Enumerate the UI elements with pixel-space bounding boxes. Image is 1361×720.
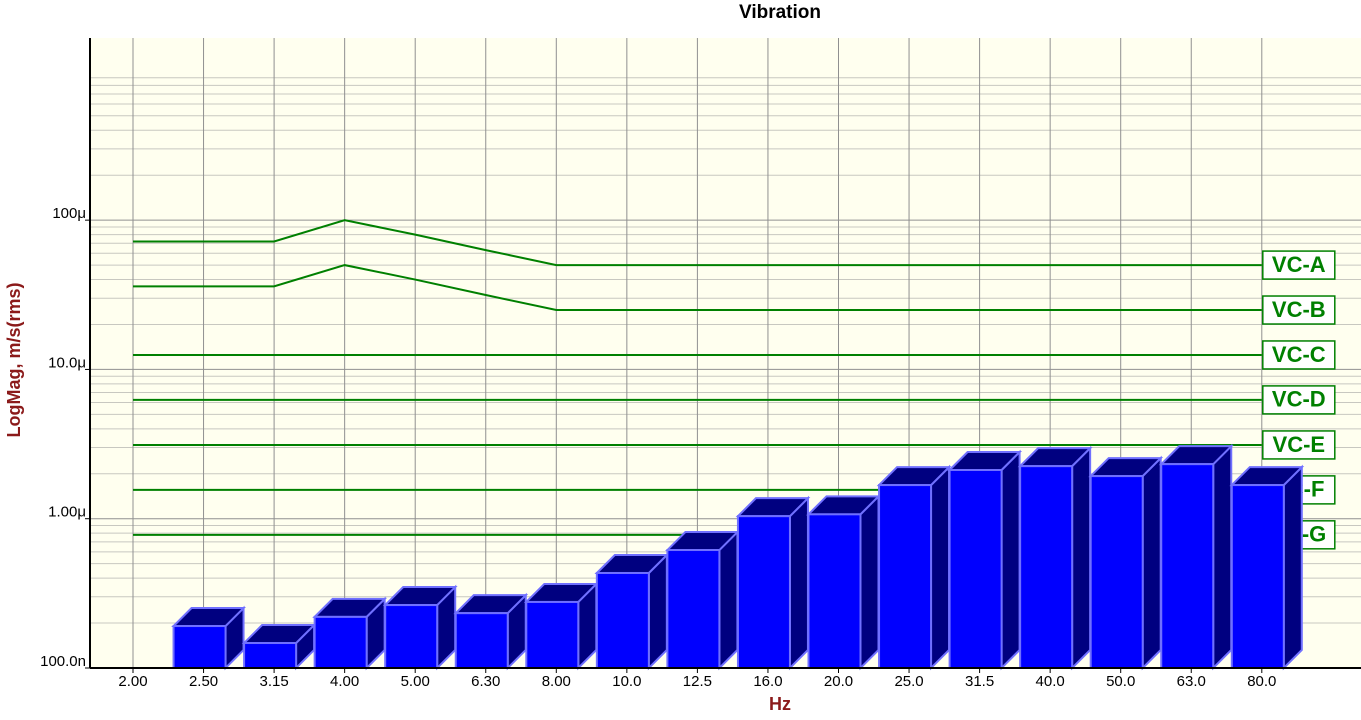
legend-label: VC-A <box>1272 252 1326 277</box>
x-tick-label: 25.0 <box>894 673 923 690</box>
legend-label: VC-B <box>1272 297 1326 322</box>
x-tick-label: 80.0 <box>1247 673 1276 690</box>
bar-3d <box>453 592 529 671</box>
bar <box>454 612 509 670</box>
x-tick-label: 16.0 <box>753 673 782 690</box>
bar-side <box>1000 449 1021 671</box>
y-tick-label: 10.0μ <box>48 354 86 371</box>
bar-3d <box>382 584 458 671</box>
bar <box>172 625 227 669</box>
x-tick-label: 20.0 <box>824 673 853 690</box>
y-tick-label: 1.00μ <box>48 504 86 521</box>
x-tick-label: 40.0 <box>1036 673 1065 690</box>
bar-side <box>859 493 880 671</box>
legend-box <box>1262 295 1336 325</box>
bar-3d <box>876 464 952 671</box>
x-tick-label: 4.00 <box>330 673 359 690</box>
bar <box>1019 465 1074 670</box>
bar <box>878 484 933 670</box>
x-tick-label: 10.0 <box>612 673 641 690</box>
y-axis-label: LogMag, m/s(rms) <box>4 282 24 437</box>
bar <box>313 615 368 670</box>
legend-label: VC-E <box>1273 432 1326 457</box>
x-axis-label: Hz <box>769 694 791 714</box>
bar <box>1089 475 1144 670</box>
bar-3d <box>312 596 388 671</box>
bar <box>948 468 1003 669</box>
bar <box>243 642 298 669</box>
bar-3d <box>1229 464 1305 671</box>
legend-label: VC-D <box>1272 387 1326 412</box>
legend-box <box>1262 430 1336 460</box>
bar-3d <box>947 449 1023 671</box>
bar-3d <box>1088 455 1164 671</box>
bar <box>1230 484 1285 670</box>
bar-3d <box>664 529 740 671</box>
x-tick-label: 6.30 <box>471 673 500 690</box>
x-tick-label: 63.0 <box>1177 673 1206 690</box>
bar-3d <box>171 605 246 671</box>
bar-side <box>718 529 739 671</box>
bar-side <box>788 495 809 671</box>
bar <box>807 513 862 670</box>
x-tick-label: 2.00 <box>118 673 147 690</box>
bar <box>525 600 580 669</box>
x-tick-label: 8.00 <box>542 673 571 690</box>
legend-box <box>1262 340 1336 370</box>
bar <box>736 515 791 669</box>
bar-side <box>1212 443 1233 671</box>
x-tick-label: 12.5 <box>683 673 712 690</box>
legend-box <box>1262 385 1336 415</box>
x-tick-label: 3.15 <box>259 673 288 690</box>
bar-3d <box>241 622 317 671</box>
legend-label: VC-C <box>1272 342 1326 367</box>
bar-side <box>647 552 668 671</box>
chart-title: Vibration <box>739 2 821 23</box>
bar-3d <box>1017 445 1093 671</box>
x-tick-label: 50.0 <box>1106 673 1135 690</box>
criteria-line <box>133 264 1262 312</box>
bar-3d <box>594 552 670 671</box>
bar-3d <box>806 493 881 671</box>
bar <box>1160 463 1215 669</box>
criteria-line <box>133 219 1262 267</box>
bar-side <box>930 464 951 671</box>
y-tick-label: 100μ <box>52 205 86 222</box>
x-tick-label: 31.5 <box>965 673 994 690</box>
bar-3d <box>523 581 599 671</box>
bar <box>595 571 650 670</box>
bar-side <box>1141 455 1162 671</box>
bar <box>666 549 721 669</box>
bar-side <box>1071 445 1092 671</box>
legend-box <box>1262 250 1336 280</box>
x-tick-label: 5.00 <box>401 673 430 690</box>
bar <box>384 604 439 669</box>
bar-3d <box>1158 443 1234 671</box>
bar-3d <box>735 495 811 671</box>
bar-side <box>1282 464 1303 671</box>
y-tick-label: 100.0n <box>40 653 86 670</box>
x-tick-label: 2.50 <box>189 673 218 690</box>
